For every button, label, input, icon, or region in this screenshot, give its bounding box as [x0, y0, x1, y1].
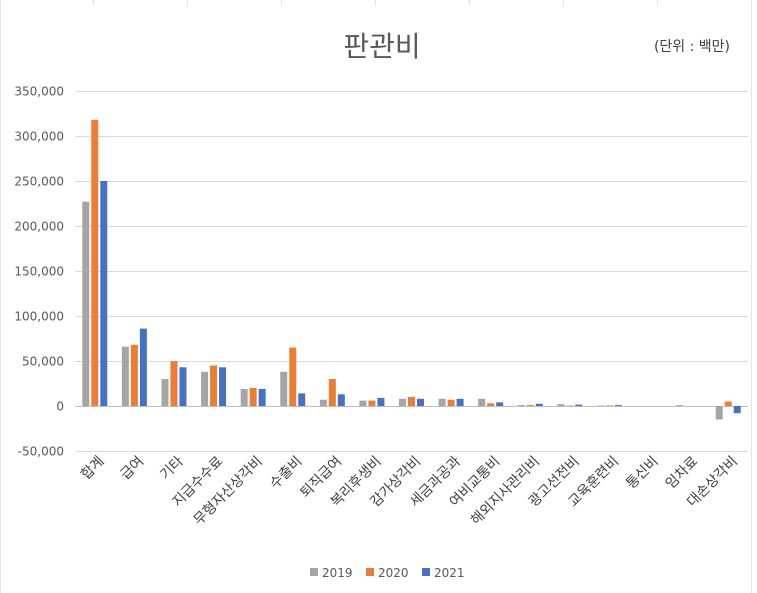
y-tick-label: -50,000 [18, 445, 64, 459]
y-tick-label: 150,000 [14, 265, 64, 279]
legend-swatch-2021 [422, 568, 430, 576]
bar-2019-3 [201, 371, 209, 406]
bar-2019-1 [121, 346, 129, 406]
bar-2019-2 [161, 379, 169, 406]
bar-2021-16 [733, 406, 741, 414]
y-tick-label: 250,000 [14, 175, 64, 189]
y-tick-label: 50,000 [22, 355, 64, 369]
bar-2021-0 [100, 181, 108, 406]
bar-2019-9 [438, 398, 446, 406]
bar-2021-8 [417, 398, 424, 406]
bar-2020-4 [249, 388, 257, 406]
bar-2019-4 [240, 388, 248, 406]
x-tick-label: 급여 [118, 454, 148, 484]
y-tick-label: 0 [56, 400, 64, 414]
bar-2021-4 [258, 388, 266, 406]
chart-title: 판관비 [343, 30, 420, 63]
bar-2019-5 [280, 371, 288, 406]
legend-swatch-2019 [310, 568, 318, 576]
bar-2021-7 [377, 397, 385, 406]
legend-label-2020: 2020 [378, 566, 409, 580]
bar-2019-15 [676, 405, 684, 406]
bar-2020-9 [447, 399, 455, 406]
x-tick-label: 무형자산상각비 [191, 454, 266, 529]
unit-note: (단위 : 백만) [654, 39, 730, 55]
bar-2020-8 [408, 397, 415, 406]
bar-2021-5 [298, 393, 306, 406]
bar-2019-11 [517, 405, 525, 406]
bar-2020-16 [724, 401, 732, 406]
bar-2021-2 [179, 367, 187, 406]
bar-2021-11 [535, 403, 543, 406]
bar-2021-3 [219, 367, 227, 406]
bar-2019-7 [359, 400, 367, 406]
bar-2020-11 [526, 405, 534, 406]
bar-2021-13 [614, 405, 622, 406]
bar-2020-3 [210, 365, 218, 406]
bar-2019-10 [478, 398, 486, 406]
x-tick-label: 해외지사관리비 [468, 454, 543, 529]
bar-2019-0 [82, 201, 90, 406]
bar-2021-10 [496, 402, 504, 406]
legend-label-2021: 2021 [434, 566, 465, 580]
bar-2020-1 [130, 344, 138, 406]
bar-2019-6 [319, 399, 327, 406]
bar-2021-9 [456, 398, 464, 406]
bar-2019-12 [557, 404, 565, 406]
bar-2020-2 [170, 361, 178, 406]
legend-label-2019: 2019 [322, 566, 353, 580]
bar-2020-7 [368, 400, 376, 406]
bar-2020-10 [487, 403, 495, 406]
bar-2021-6 [337, 394, 345, 406]
y-tick-label: 200,000 [14, 220, 64, 234]
bar-2020-5 [289, 347, 297, 406]
y-tick-label: 300,000 [14, 130, 64, 144]
bar-2021-12 [575, 404, 583, 406]
bar-2021-1 [139, 328, 147, 406]
gridlines [75, 91, 748, 452]
x-tick-label: 기타 [157, 453, 187, 483]
x-tick-label: 합계 [78, 454, 108, 484]
x-tick-label: 통신비 [623, 454, 662, 493]
bar-2019-16 [715, 406, 723, 420]
bar-2019-8 [399, 398, 406, 406]
bar-2020-6 [328, 379, 336, 406]
y-axis: -50,000 0 50,000 100,000 150,000 200,000 250,0… [14, 85, 64, 459]
legend: 2019 2020 2021 [310, 566, 465, 580]
legend-swatch-2020 [366, 568, 374, 576]
bars [82, 119, 741, 420]
y-tick-label: 100,000 [14, 310, 64, 324]
y-tick-label: 350,000 [14, 85, 64, 99]
bar-2020-0 [91, 119, 99, 407]
